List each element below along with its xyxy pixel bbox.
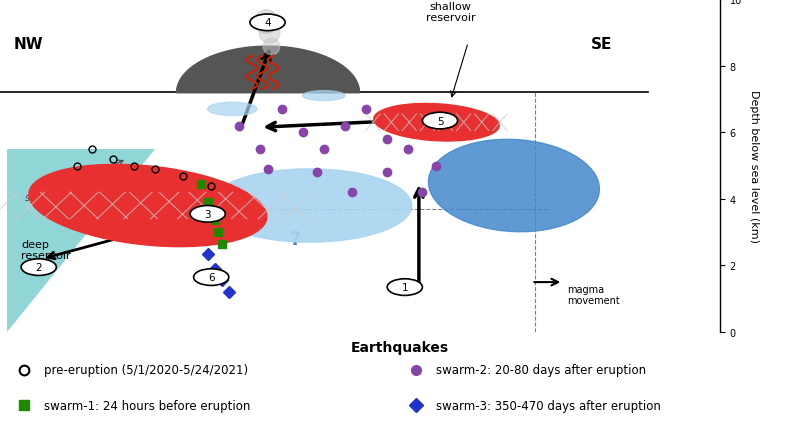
Circle shape [21, 259, 56, 276]
Text: shallow
reservoir: shallow reservoir [426, 2, 475, 23]
Text: swarm-2: 20-80 days after eruption: swarm-2: 20-80 days after eruption [436, 363, 646, 376]
Ellipse shape [429, 140, 599, 232]
Text: 2: 2 [35, 262, 42, 273]
Text: SE: SE [591, 37, 613, 52]
Text: magma
movement: magma movement [566, 284, 619, 305]
Text: ?: ? [290, 230, 302, 249]
Text: swarm-1: 24 hours before eruption: swarm-1: 24 hours before eruption [44, 399, 250, 412]
Text: 1: 1 [402, 282, 408, 292]
Text: deep
reservoir: deep reservoir [21, 239, 70, 261]
Ellipse shape [374, 104, 499, 142]
Text: swarm-3: 350-470 days after eruption: swarm-3: 350-470 days after eruption [436, 399, 661, 412]
Text: 5: 5 [437, 116, 443, 126]
Text: 3: 3 [204, 209, 211, 219]
Circle shape [190, 206, 226, 223]
Text: NW: NW [14, 37, 44, 52]
Polygon shape [7, 150, 155, 332]
Ellipse shape [208, 103, 257, 116]
Circle shape [422, 113, 458, 130]
Ellipse shape [208, 170, 412, 242]
Y-axis label: Depth below sea level (km): Depth below sea level (km) [749, 90, 758, 242]
Text: seismic image
area: seismic image area [25, 193, 95, 214]
Text: Earthquakes: Earthquakes [351, 340, 449, 354]
Ellipse shape [29, 165, 267, 247]
Circle shape [194, 269, 229, 286]
Text: pre-eruption (5/1/2020-5/24/2021): pre-eruption (5/1/2020-5/24/2021) [44, 363, 248, 376]
Circle shape [250, 15, 285, 32]
Ellipse shape [302, 91, 345, 101]
Circle shape [387, 279, 422, 296]
Text: 6: 6 [208, 273, 214, 282]
Text: 4: 4 [264, 18, 271, 28]
